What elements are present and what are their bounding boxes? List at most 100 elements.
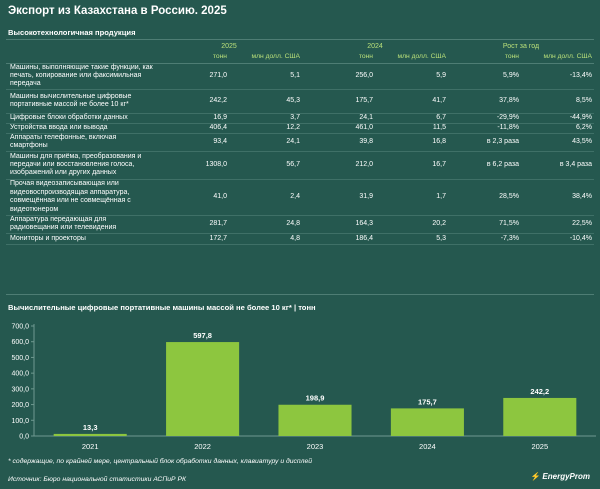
row-value: 12,2 [229,123,302,134]
header-unit: млн долл. США [521,52,594,64]
table-row: Машины для приёма, преобразования и пере… [6,151,594,180]
logo-text: EnergyProm [542,472,590,481]
table-section-title: Высокотехнологичная продукция [8,28,136,37]
row-value: 45,3 [229,89,302,114]
row-value: 24,1 [302,113,375,124]
header-unit: млн долл. США [229,52,302,64]
page-title: Экспорт из Казахстана в Россию. 2025 [8,5,227,17]
row-value: 43,5% [521,133,594,152]
row-value: 281,7 [156,215,229,234]
row-value: 256,0 [302,63,375,90]
table-row: Аппаратура передающая для радиовещания и… [6,215,594,234]
table-row: Устройства ввода или вывода 406,4 12,2 461,… [6,123,594,134]
row-value: 71,5% [448,215,521,234]
row-value: 8,5% [521,89,594,114]
source-note: Источник: Бюро национальной статистики А… [8,476,186,483]
row-value: 31,9 [302,179,375,216]
data-label: 597,8 [193,331,212,340]
row-value: 41,7 [375,89,448,114]
header-unit: тонн [156,52,229,64]
table-row: Цифровые блоки обработки данных 16,9 3,7 24… [6,113,594,124]
data-label: 175,7 [418,397,437,406]
row-value: 16,8 [375,133,448,152]
brand-logo: ⚡ EnergyProm [530,472,590,481]
x-tick-label: 2021 [82,442,99,451]
row-value: 212,0 [302,151,375,180]
row-label: Мониторы и проекторы [6,233,156,245]
header-year-2024: 2024 [367,42,383,50]
data-label: 242,2 [530,387,549,396]
header-year-2025: 2025 [221,42,237,50]
y-tick-label: 600,0 [11,339,29,346]
row-value: 20,2 [375,215,448,234]
row-value: 24,1 [229,133,302,152]
footnote: * содержащие, по крайней мере, центральн… [8,458,313,465]
bar-chart-svg: 0,0 100,0 200,0 300,0 400,0 500,0 600,0 700,0 13… [11,324,596,451]
row-label: Устройства ввода или вывода [6,123,156,134]
row-value: -11,8% [448,123,521,134]
data-label: 13,3 [83,423,98,432]
row-value: 1308,0 [156,151,229,180]
header-empty-cell [6,52,156,64]
table-unit-header-row: тонн млн долл. США тонн млн долл. США то… [6,52,594,64]
divider [6,294,594,295]
row-value: 24,8 [229,215,302,234]
row-value: 164,3 [302,215,375,234]
y-tick-label: 700,0 [11,324,29,331]
row-value: 3,7 [229,113,302,124]
row-value: 93,4 [156,133,229,152]
chart-title: Вычислительные цифровые портативные маши… [8,303,316,312]
table-row: Машины вычислительные цифровые портативн… [6,89,594,114]
row-value: 5,9% [448,63,521,90]
x-tick-label: 2023 [307,442,324,451]
row-value: 5,3 [375,233,448,245]
row-value: 5,1 [229,63,302,90]
row-value: в 2,3 раза [448,133,521,152]
row-value: 28,5% [448,179,521,216]
row-label: Машины для приёма, преобразования и пере… [6,151,156,180]
row-value: -29,9% [448,113,521,124]
row-value: 406,4 [156,123,229,134]
row-value: 172,7 [156,233,229,245]
row-value: 1,7 [375,179,448,216]
row-value: -13,4% [521,63,594,90]
row-value: -10,4% [521,233,594,245]
divider [6,39,594,40]
bar [390,408,464,436]
table-row: Машины, выполняющие такие функции, как п… [6,63,594,90]
header-growth: Рост за год [502,42,540,50]
row-value: 242,2 [156,89,229,114]
data-label: 198,9 [306,394,325,403]
y-tick-label: 400,0 [11,371,29,378]
bar [53,433,127,436]
row-value: 5,9 [375,63,448,90]
row-value: 56,7 [229,151,302,180]
bar [503,397,577,436]
x-tick-label: 2025 [531,442,548,451]
x-tick-label: 2024 [419,442,436,451]
export-table: 2025 2024 Рост за год тонн млн долл. США… [6,42,594,245]
header-unit: тонн [302,52,375,64]
row-value: -44,9% [521,113,594,124]
row-label: Машины, выполняющие такие функции, как п… [6,63,156,90]
row-value: 2,4 [229,179,302,216]
row-value: 6,2% [521,123,594,134]
y-tick-label: 300,0 [11,386,29,393]
row-value: в 6,2 раза [448,151,521,180]
table-row: Аппараты телефонные, включая смартфоны 93… [6,133,594,152]
row-value: 186,4 [302,233,375,245]
y-tick-label: 0,0 [19,434,29,441]
lightning-icon: ⚡ [530,472,541,481]
bar [278,404,352,436]
row-value: 4,8 [229,233,302,245]
bar [166,342,240,436]
row-value: 16,7 [375,151,448,180]
row-value: 41,0 [156,179,229,216]
header-unit: млн долл. США [375,52,448,64]
row-label: Прочая видеозаписывающая или видеовоспро… [6,179,156,216]
row-value: 37,8% [448,89,521,114]
row-value: 38,4% [521,179,594,216]
row-value: 461,0 [302,123,375,134]
header-empty-cell [6,42,156,52]
row-label: Аппараты телефонные, включая смартфоны [6,133,156,152]
